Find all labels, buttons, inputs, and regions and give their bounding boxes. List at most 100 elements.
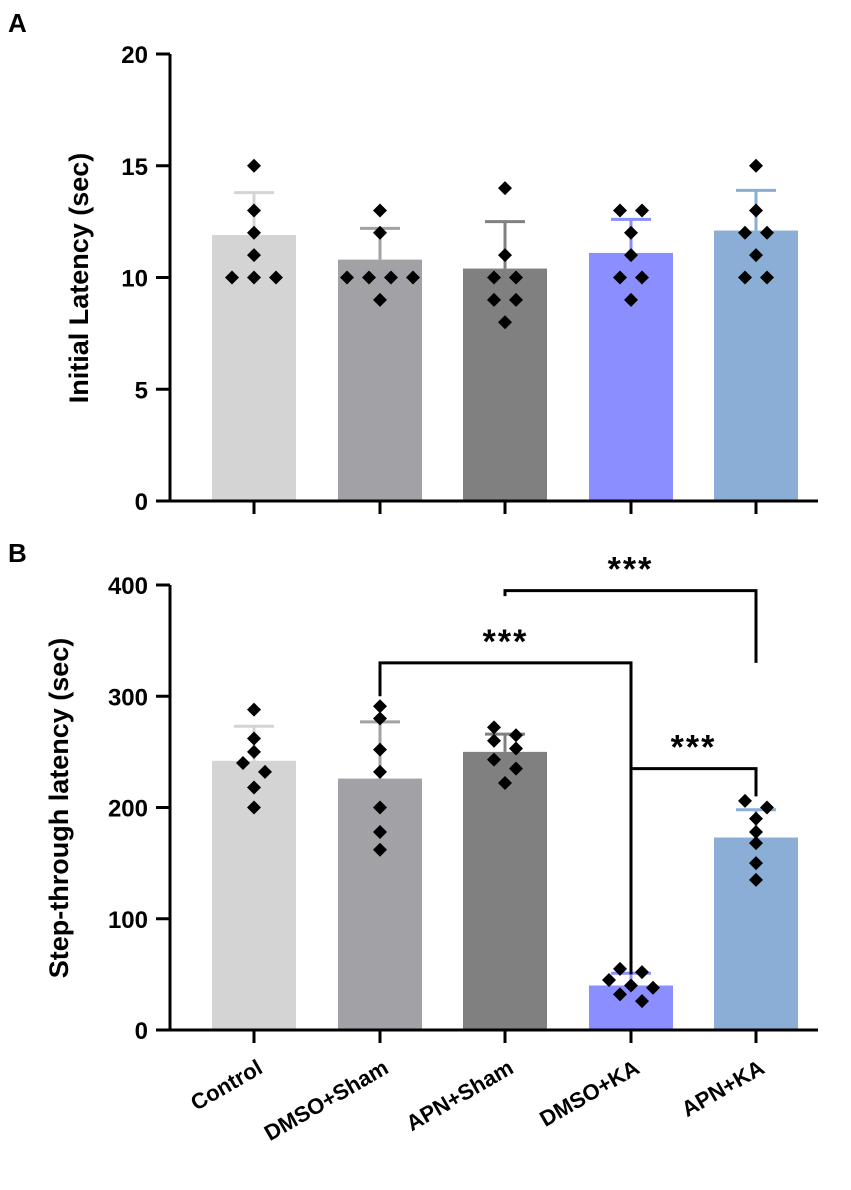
- panel-a-y-tick-label-0: 0: [135, 489, 148, 516]
- panel-a-point-4-4: [749, 248, 763, 263]
- panel-a-point-0-0: [247, 158, 261, 173]
- panel-b-point-0-5: [247, 780, 261, 795]
- panel-b-point-4-3: [749, 824, 763, 839]
- panel-a-point-3-5: [635, 270, 649, 285]
- panel-b-point-4-5: [749, 856, 763, 871]
- panel-a-point-3-0: [613, 203, 627, 218]
- panel-b-significance-bracket-2: [629, 767, 758, 975]
- panel-b-category-label-3: DMSO+KA: [535, 1055, 643, 1132]
- panel-b-point-1-1: [373, 711, 387, 726]
- panel-a-point-2-6: [498, 315, 512, 330]
- panel-b-point-0-3: [236, 756, 250, 770]
- panel-b-bar-2: [463, 751, 547, 1030]
- panel-b-category-label-1: DMSO+Sham: [260, 1055, 393, 1146]
- panel-b-y-tick-label-2: 200: [108, 796, 148, 823]
- panel-b-point-4-2: [749, 811, 763, 826]
- panel-b-point-4-1: [760, 800, 774, 815]
- panel-b-y-axis-title: Step-through latency (sec): [44, 638, 74, 979]
- panel-a-y-tick-label-1: 5: [135, 377, 148, 404]
- panel-b-point-0-1: [247, 731, 261, 746]
- panel-b-point-2-3: [509, 741, 523, 756]
- panel-a-point-4-1: [749, 203, 763, 218]
- panel-b-point-4-4: [749, 836, 763, 851]
- panel-a-letter: A: [8, 8, 27, 38]
- panel-b-significance-bracket-1: [503, 589, 758, 663]
- panel-a-point-0-1: [247, 203, 261, 218]
- panel-b-point-3-4: [646, 980, 660, 995]
- panel-a-point-2-2: [487, 270, 501, 285]
- panel-a-point-3-4: [613, 270, 627, 285]
- panel-a-point-0-2: [247, 225, 261, 240]
- panel-b-bar-3: [589, 985, 673, 1030]
- panel-a-point-0-4: [225, 270, 239, 285]
- panel-b-point-3-6: [635, 994, 649, 1009]
- panel-b-point-3-2: [602, 972, 616, 987]
- panel-a-point-4-5: [738, 270, 752, 285]
- panel-a-plot: 0 5 10 15 20: [121, 42, 818, 516]
- panel-a-point-1-6: [373, 292, 387, 307]
- panel-b-point-4-6: [749, 872, 763, 887]
- panel-b-point-3-0: [613, 961, 627, 976]
- panel-b-point-1-5: [373, 824, 387, 839]
- panel-b-point-1-6: [373, 842, 387, 857]
- panel-b-point-4-0: [738, 793, 752, 808]
- panel-b-point-0-0: [247, 702, 261, 717]
- panel-a-point-0-6: [269, 270, 283, 285]
- panel-b-point-2-6: [498, 776, 512, 791]
- panel-b-point-0-4: [258, 764, 272, 779]
- panel-b-significance-label-0: ***: [483, 623, 529, 661]
- panel-a-point-4-2: [738, 225, 752, 240]
- panel-b-y-tick-label-0: 0: [135, 1018, 148, 1045]
- panel-b-bar-1: [338, 778, 422, 1030]
- panel-a-point-2-5: [509, 292, 523, 307]
- panel-b-point-2-2: [487, 733, 501, 748]
- panel-b-category-label-0: Control: [186, 1055, 266, 1116]
- panel-b-category-label-2: APN+Sham: [402, 1055, 518, 1136]
- panel-b-point-3-1: [635, 965, 649, 980]
- panel-b-point-3-5: [613, 987, 627, 1002]
- panel-a-point-0-3: [247, 248, 261, 263]
- panel-a-point-2-0: [498, 181, 512, 196]
- panel-a-y-tick-label-2: 10: [121, 266, 148, 293]
- panel-a-point-2-1: [498, 248, 512, 263]
- panel-a-bar-3: [589, 252, 673, 501]
- panel-b-point-1-2: [373, 742, 387, 757]
- panel-a-point-3-6: [624, 292, 638, 307]
- panel-a-point-3-2: [624, 225, 638, 240]
- panel-a-y-tick-label-3: 15: [121, 154, 148, 181]
- panel-a-point-1-1: [373, 225, 387, 240]
- panel-a-point-4-0: [749, 158, 763, 173]
- panel-b-point-1-3: [373, 764, 387, 779]
- panel-a-point-1-0: [373, 203, 387, 218]
- panel-a-point-1-3: [362, 270, 376, 285]
- panel-b-point-1-4: [373, 800, 387, 815]
- panel-b-point-0-2: [247, 744, 261, 759]
- panel-b-point-2-0: [487, 720, 501, 735]
- panel-a-bar-2: [463, 268, 547, 501]
- panel-b-significance-label-1: ***: [608, 551, 654, 589]
- panel-b-point-2-4: [487, 752, 501, 767]
- panel-b-y-tick-label-3: 300: [108, 684, 148, 711]
- panel-b-y-tick-label-4: 400: [108, 573, 148, 600]
- panel-b-letter: B: [8, 538, 27, 568]
- panel-a-point-1-2: [340, 270, 354, 285]
- panel-a-point-3-1: [635, 203, 649, 218]
- panel-a-y-tick-label-4: 20: [121, 42, 148, 69]
- panel-a-bar-4: [714, 230, 798, 501]
- panel-b-point-0-6: [247, 800, 261, 815]
- panel-a-point-1-4: [384, 270, 398, 285]
- panel-a-point-2-4: [487, 292, 501, 307]
- panel-b-point-1-0: [373, 699, 387, 714]
- panel-a-y-axis-title: Initial Latency (sec): [64, 153, 94, 404]
- panel-b-point-3-3: [624, 978, 638, 993]
- panel-a-point-4-6: [760, 270, 774, 285]
- panel-a-point-1-5: [406, 270, 420, 285]
- panel-a-point-4-3: [760, 225, 774, 240]
- panel-b-category-label-4: APN+KA: [677, 1055, 768, 1122]
- panel-b-point-2-5: [509, 761, 523, 776]
- panel-b-y-tick-label-1: 100: [108, 907, 148, 934]
- panel-a-point-0-5: [247, 270, 261, 285]
- panel-a-point-2-3: [509, 270, 523, 285]
